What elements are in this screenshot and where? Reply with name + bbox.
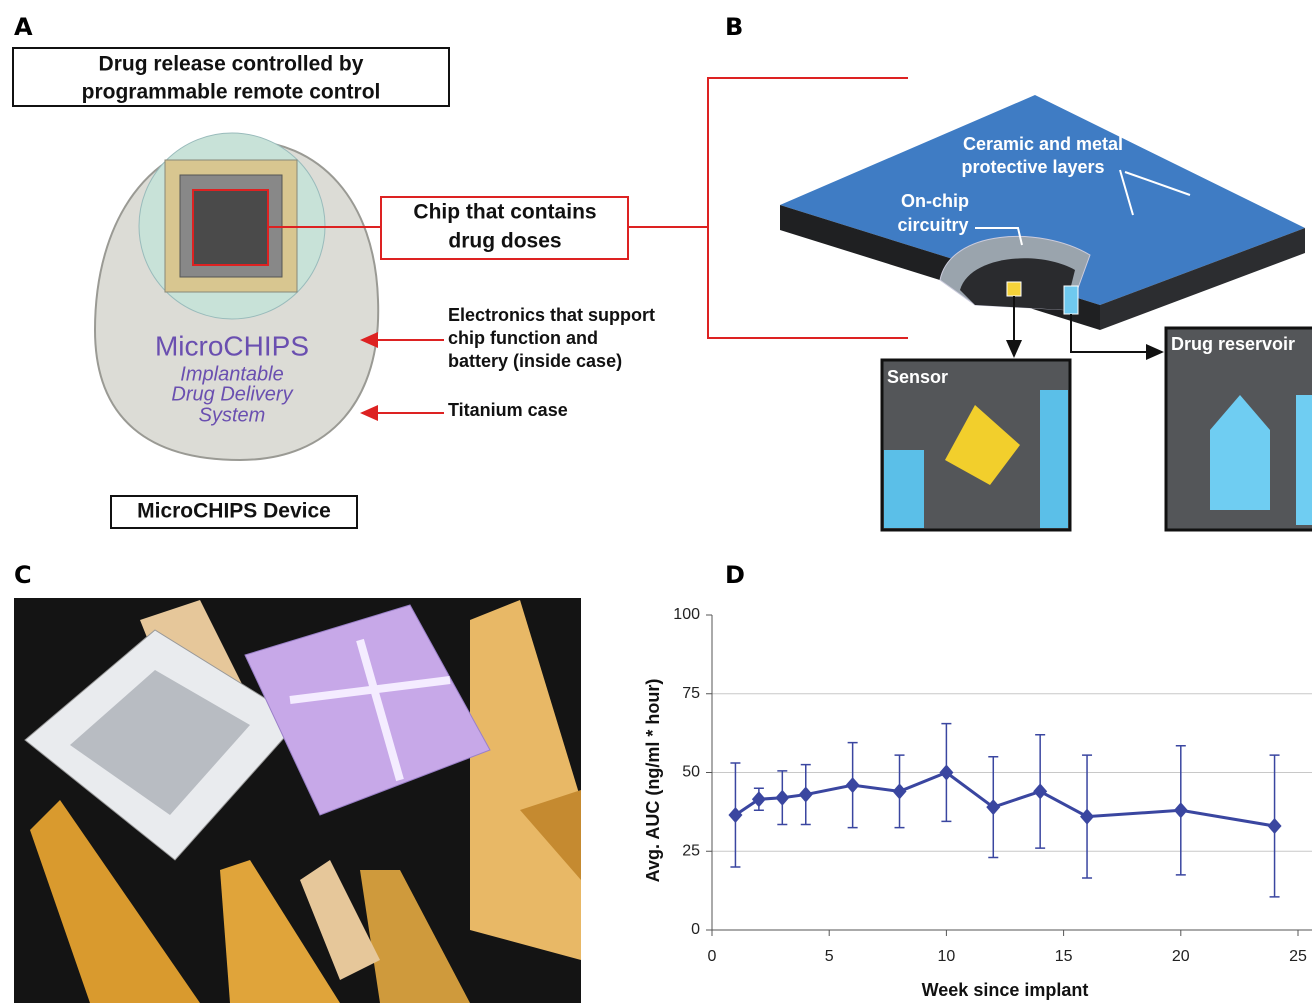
brand: MicroCHIPS (155, 330, 309, 361)
point (728, 807, 742, 823)
y-tick-label: 0 (691, 921, 700, 938)
caption: MicroCHIPS Device (137, 500, 331, 523)
point (1268, 818, 1282, 834)
panel-label: A (14, 13, 33, 41)
layers-text: protective layers (961, 157, 1104, 177)
point (986, 799, 1000, 815)
sensor-label: Sensor (887, 367, 948, 387)
circuitry-text: On-chip (901, 191, 969, 211)
y-tick-label: 25 (682, 842, 700, 859)
chip-core (193, 190, 268, 265)
chip-text: drug doses (448, 230, 561, 253)
point (893, 783, 907, 799)
circuitry-text: circuitry (897, 215, 968, 235)
point (939, 765, 953, 781)
x-axis-label: Week since implant (922, 980, 1089, 1000)
y-axis-label: Avg. AUC (ng/ml * hour) (643, 679, 663, 883)
brand-sub: Drug Delivery (171, 383, 293, 405)
reservoir-mark (1064, 286, 1078, 314)
point (775, 790, 789, 806)
x-tick-label: 0 (708, 948, 717, 965)
panel-a: A Drug release controlled by programmabl… (13, 13, 908, 528)
inset-well (884, 450, 924, 528)
x-tick-label: 5 (825, 948, 834, 965)
reservoir-label: Drug reservoir (1171, 334, 1295, 354)
x-tick-label: 20 (1172, 948, 1190, 965)
layers-text: Ceramic and metal (963, 134, 1123, 154)
point (1033, 783, 1047, 799)
panel-label: C (14, 561, 32, 589)
y-tick-label: 50 (682, 764, 700, 781)
inset-well (1296, 395, 1312, 525)
sensor-mark (1007, 282, 1021, 296)
y-tick-label: 75 (682, 685, 700, 702)
remote-text: Drug release controlled by (99, 53, 364, 76)
point (799, 787, 813, 803)
series-line (735, 773, 1274, 827)
brand-sub: Implantable (180, 363, 283, 385)
case-text: Titanium case (448, 400, 568, 420)
y-tick-label: 100 (673, 606, 700, 623)
panel-label: D (725, 561, 745, 589)
x-tick-label: 25 (1289, 948, 1307, 965)
figure: A Drug release controlled by programmabl… (0, 0, 1312, 1003)
panel-d: D 0 25 50 75 100 0 5 10 15 20 25 Week since implant… (643, 561, 1312, 1000)
electronics-text: chip function and (448, 328, 598, 348)
x-tick-label: 10 (938, 948, 956, 965)
chip-text: Chip that contains (413, 201, 596, 224)
panel-b: B Ceramic and metal protective layers On… (725, 13, 1312, 530)
point (752, 791, 766, 807)
electronics-text: battery (inside case) (448, 351, 622, 371)
point (846, 777, 860, 793)
point (1080, 809, 1094, 825)
panel-c: C (14, 561, 581, 1003)
panel-label: B (725, 13, 743, 41)
x-tick-label: 15 (1055, 948, 1073, 965)
remote-text: programmable remote control (82, 81, 381, 104)
electronics-text: Electronics that support (448, 305, 655, 325)
point (1174, 802, 1188, 818)
inset-well (1040, 390, 1068, 528)
brand-sub: System (199, 404, 266, 426)
